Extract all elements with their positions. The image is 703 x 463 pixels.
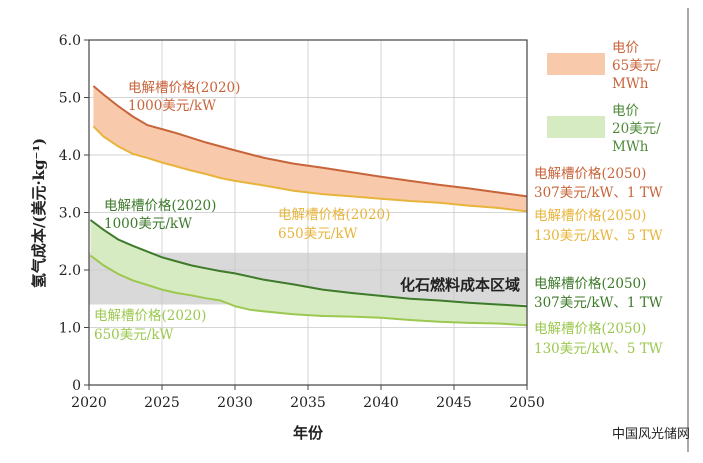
x-tick-label-2050: 2050: [509, 395, 545, 411]
x-tick-label-2040: 2040: [363, 395, 399, 411]
svg-text:电价: 电价: [612, 103, 640, 119]
y-tick-label-0: 0: [72, 378, 81, 394]
y-tick-label-5.0: 5.0: [59, 91, 81, 107]
svg-text:130美元/kW、5 TW: 130美元/kW、5 TW: [534, 341, 663, 357]
x-axis-label: 年份: [293, 424, 324, 442]
legend-swatch-20: [547, 116, 605, 138]
svg-text:65美元/: 65美元/: [612, 58, 661, 74]
line-65-1000kw: [92, 85, 528, 198]
y-tick-label-2.0: 2.0: [59, 263, 81, 279]
watermark: 中国风光储网: [612, 427, 690, 442]
y-tick-label-3.0: 3.0: [59, 206, 81, 222]
svg-text:1000美元/kW: 1000美元/kW: [128, 98, 216, 114]
svg-text:电解槽价格(2020): 电解槽价格(2020): [94, 308, 206, 324]
annotation-2050-20-307: 电解槽价格(2050) 307美元/kW、1 TW: [534, 276, 663, 311]
svg-text:电解槽价格(2020): 电解槽价格(2020): [128, 80, 240, 96]
line-20-650kw: [89, 254, 528, 327]
legend: 电价 65美元/ MWh 电价 20美元/ MWh: [547, 40, 661, 155]
legend-swatch-65: [547, 53, 605, 75]
svg-text:MWh: MWh: [612, 76, 649, 92]
x-tick-label-2045: 2045: [436, 395, 472, 411]
svg-text:电解槽价格(2050): 电解槽价格(2050): [534, 208, 646, 224]
annotation-2020-65-1000: 电解槽价格(2020) 1000美元/kW: [128, 80, 240, 114]
fossil-fuel-region-label: 化石燃料成本区域: [400, 276, 520, 294]
line-65-650kw: [92, 125, 528, 213]
x-tick-label-2025: 2025: [144, 395, 180, 411]
y-tick-label-6.0: 6.0: [59, 33, 81, 49]
band-20-fill: [90, 220, 527, 326]
y-axis-ticks: 0 1.0 2.0 3.0 4.0 5.0 6.0: [59, 33, 89, 394]
annotation-2050-20-130: 电解槽价格(2050) 130美元/kW、5 TW: [534, 321, 663, 357]
band-65-fill: [93, 86, 528, 212]
annotation-2020-20-1000: 电解槽价格(2020) 1000美元/kW: [104, 198, 216, 232]
line-20-1000kw: [89, 219, 528, 308]
svg-text:电解槽价格(2050): 电解槽价格(2050): [534, 276, 646, 292]
y-tick-label-1.0: 1.0: [59, 321, 81, 337]
svg-text:电价: 电价: [612, 40, 640, 56]
svg-text:650美元/kW: 650美元/kW: [278, 226, 357, 242]
x-tick-label-2020: 2020: [71, 395, 107, 411]
svg-text:307美元/kW、1 TW: 307美元/kW、1 TW: [534, 295, 663, 311]
svg-text:电解槽价格(2050): 电解槽价格(2050): [534, 321, 646, 337]
annotation-2050-65-307: 电解槽价格(2050) 307美元/kW、1 TW: [534, 166, 663, 201]
x-tick-label-2030: 2030: [217, 395, 253, 411]
svg-text:650美元/kW: 650美元/kW: [94, 327, 173, 343]
annotation-2020-65-650: 电解槽价格(2020) 650美元/kW: [278, 207, 390, 242]
svg-text:电解槽价格(2020): 电解槽价格(2020): [104, 198, 216, 214]
svg-text:电解槽价格(2020): 电解槽价格(2020): [278, 207, 390, 223]
y-tick-label-4.0: 4.0: [59, 148, 81, 164]
svg-text:1000美元/kW: 1000美元/kW: [104, 216, 192, 232]
y-axis-label: 氢气成本/(美元·kg⁻¹): [30, 138, 48, 288]
svg-text:20美元/: 20美元/: [612, 121, 661, 137]
svg-text:130美元/kW、5 TW: 130美元/kW、5 TW: [534, 228, 663, 244]
svg-text:MWh: MWh: [612, 139, 649, 155]
annotation-2050-65-130: 电解槽价格(2050) 130美元/kW、5 TW: [534, 208, 663, 244]
svg-text:307美元/kW、1 TW: 307美元/kW、1 TW: [534, 185, 663, 201]
x-axis-ticks: 2020 2025 2030 2035 2040 2045 2050: [71, 385, 545, 411]
svg-text:电解槽价格(2050): 电解槽价格(2050): [534, 166, 646, 182]
x-tick-label-2035: 2035: [290, 395, 326, 411]
annotation-2020-20-650: 电解槽价格(2020) 650美元/kW: [94, 308, 206, 343]
